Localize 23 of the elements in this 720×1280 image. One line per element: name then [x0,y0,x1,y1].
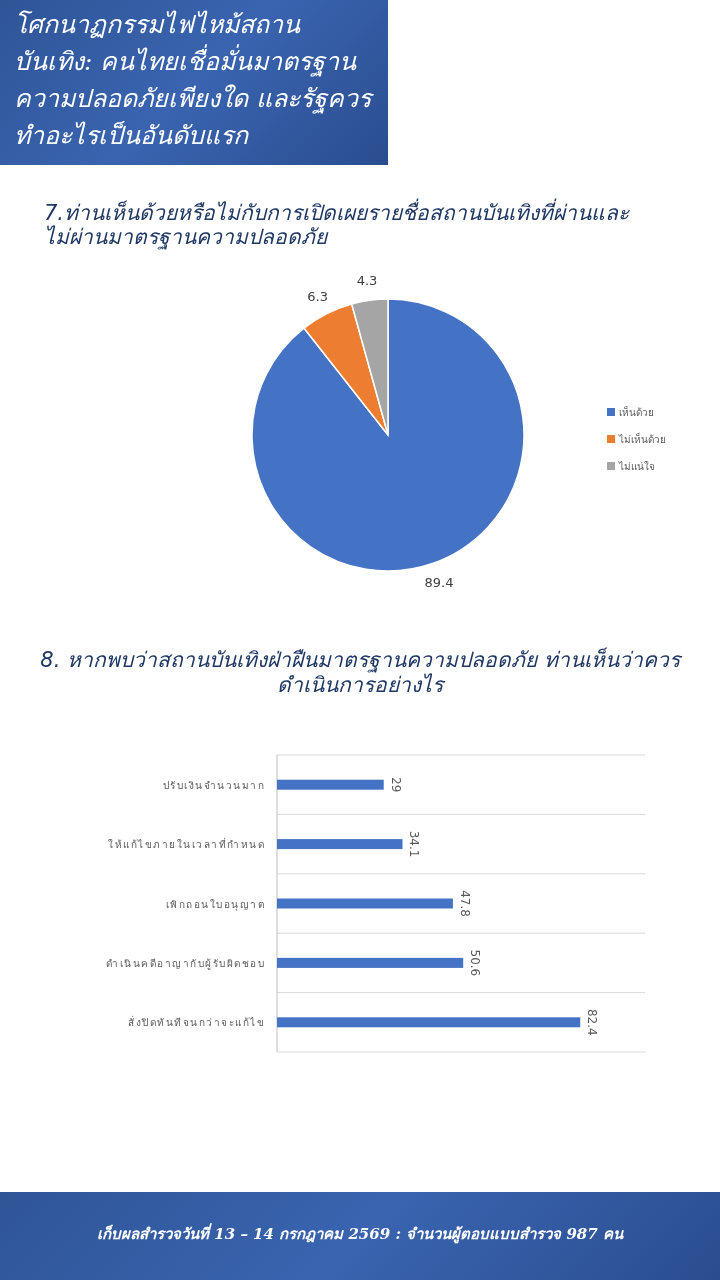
y-tick-label: ปรับเงินจำนวนมาก [162,779,265,791]
data-label: 50.6 [468,949,483,977]
legend-label: เห็นด้วย [619,405,654,418]
data-label: 82.4 [585,1008,600,1036]
bar [277,779,384,790]
data-label: 29 [388,777,403,793]
y-tick-label: ให้แก้ไขภายในเวลาที่กำหนด [108,837,265,851]
legend-label: ไม่แน่ใจ [618,461,655,472]
data-label: 6.3 [307,288,328,304]
bar [277,839,403,850]
text: เก็บผลสำรวจวันที่ 13 – 14 กรกฎาคม 2569 : จำนวนผู้ตอบแบบสำรวจ 987 คน [96,1222,625,1246]
data-label: 89.4 [424,575,454,591]
data-label: 47.8 [457,890,472,917]
data-label: 34.1 [407,830,422,858]
text: โศกนาฏกรรมไฟไหม้สถานบันเทิง: คนไทยเชื่อมั่นมาตรฐานความปลอดภัยเพียงใด และรัฐควรทำอะไรเป็นอันดับแรก [14,9,375,152]
data-label: 4.3 [356,273,378,289]
bar [277,1017,581,1028]
y-tick-label: สั่งปิดทันทีจนกว่าจะแก้ไข [128,1015,265,1029]
legend-label: ไม่เห็นด้วย [618,432,666,445]
bar [277,957,464,968]
y-tick-label: เพิกถอนใบอนุญาต [165,898,265,911]
y-tick-label: ดำเนินคดีอาญากับผู้รับผิดชอบ [106,957,265,970]
bar [277,898,453,909]
